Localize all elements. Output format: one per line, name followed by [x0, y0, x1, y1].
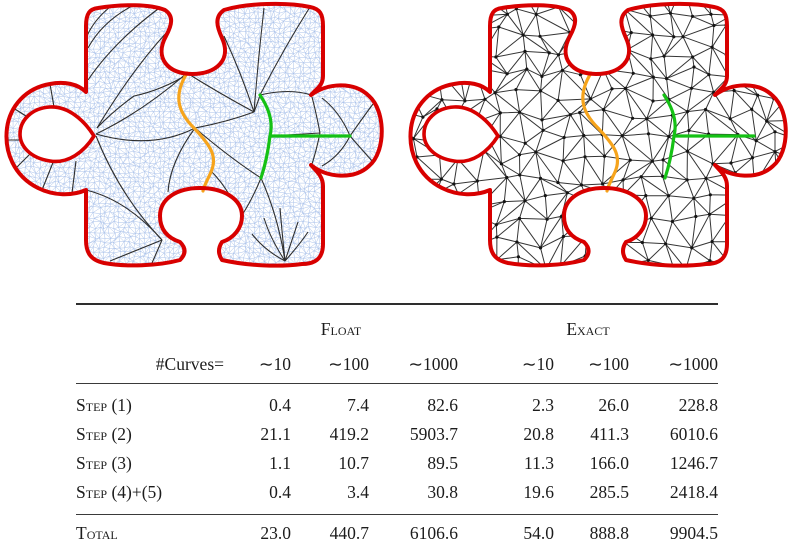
cell: 9904.5 — [669, 522, 718, 543]
cell: 19.6 — [523, 481, 554, 502]
cell: 228.8 — [678, 394, 718, 415]
row-label: Step (1) — [76, 394, 132, 415]
orange-feature-curve — [581, 71, 620, 193]
group-label-float: Float — [320, 319, 362, 340]
table-row: Step (3) 1.1 10.7 89.5 11.3 166.0 1246.7 — [76, 449, 718, 478]
row-label: Step (4)+(5) — [76, 481, 163, 502]
cell: 1.1 — [269, 452, 291, 473]
table-row: Step (2) 21.1 419.2 5903.7 20.8 411.3 60… — [76, 420, 718, 449]
cell: 0.4 — [269, 481, 291, 502]
cell: 411.3 — [590, 423, 629, 444]
col-header: ∼10 — [258, 354, 291, 375]
cell: 7.4 — [347, 394, 369, 415]
right-puzzle-figure — [408, 1, 788, 268]
cell: 0.4 — [269, 394, 291, 415]
puzzle-boundary — [408, 1, 788, 268]
cell: 888.8 — [589, 522, 629, 543]
left-puzzle-figure — [4, 1, 384, 268]
row-label: Step (2) — [76, 423, 132, 444]
table-row: Step (4)+(5) 0.4 3.4 30.8 19.6 285.5 241… — [76, 478, 718, 515]
timing-table: Float Exact #Curves= ∼10 ∼100 ∼1000 ∼10 … — [76, 303, 718, 550]
col-header: ∼100 — [588, 354, 629, 375]
cell: 6106.6 — [409, 522, 458, 543]
puzzle-boundary — [4, 1, 384, 268]
patch-curves — [7, 5, 374, 264]
cell: 20.8 — [523, 423, 554, 444]
col-header: ∼10 — [521, 354, 554, 375]
ear-hole-boundary — [422, 105, 500, 164]
cell: 10.7 — [338, 452, 369, 473]
cell: 419.2 — [329, 423, 369, 444]
group-header-row: Float Exact — [76, 304, 718, 347]
total-row: Total 23.0 440.7 6106.6 54.0 888.8 9904.… — [76, 515, 718, 550]
cell: 54.0 — [523, 522, 554, 543]
cell: 23.0 — [260, 522, 291, 543]
ear-hole-boundary — [18, 105, 96, 164]
cell: 3.4 — [347, 481, 369, 502]
group-label-exact: Exact — [566, 319, 610, 340]
corner-label: #Curves= — [155, 354, 224, 375]
cell: 30.8 — [427, 481, 458, 502]
cell: 21.1 — [260, 423, 291, 444]
col-header: ∼1000 — [408, 354, 458, 375]
column-header-row: #Curves= ∼10 ∼100 ∼1000 ∼10 ∼100 ∼1000 — [76, 347, 718, 384]
cell: 166.0 — [589, 452, 629, 473]
cell: 440.7 — [329, 522, 369, 543]
corner-spacer — [76, 304, 224, 347]
cell: 5903.7 — [409, 423, 458, 444]
cell: 11.3 — [524, 452, 554, 473]
cell: 6010.6 — [669, 423, 718, 444]
cell: 2.3 — [532, 394, 554, 415]
cell: 1246.7 — [669, 452, 718, 473]
col-header: ∼100 — [328, 354, 369, 375]
cell: 26.0 — [598, 394, 629, 415]
ear-hole — [20, 106, 94, 162]
col-header: ∼1000 — [668, 354, 718, 375]
cell: 2418.4 — [669, 481, 718, 502]
cell: 89.5 — [427, 452, 458, 473]
row-label: Step (3) — [76, 452, 132, 473]
ear-hole — [424, 106, 498, 162]
total-label: Total — [76, 522, 118, 543]
table-row: Step (1) 0.4 7.4 82.6 2.3 26.0 228.8 — [76, 384, 718, 421]
orange-feature-curve — [177, 71, 216, 193]
cell: 285.5 — [589, 481, 629, 502]
cell: 82.6 — [427, 394, 458, 415]
